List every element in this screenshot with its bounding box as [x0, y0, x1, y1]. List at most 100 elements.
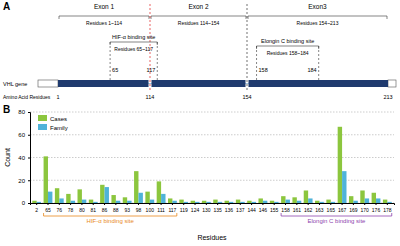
bar: [387, 202, 391, 203]
tick: 119: [180, 203, 188, 213]
site-boundary: [256, 46, 257, 80]
tick-mark: [138, 203, 139, 205]
tick-mark: [36, 203, 37, 205]
tick: 93: [124, 203, 130, 213]
bar: [297, 201, 301, 203]
tick-label: 137: [236, 207, 245, 213]
tick-label: 20: [18, 178, 25, 184]
tick: 2: [35, 203, 38, 213]
tick-label: 161: [293, 207, 302, 213]
residue-number: 114: [146, 94, 155, 100]
bar: [281, 196, 285, 203]
tick-label: 78: [68, 207, 74, 213]
tick-label: 86: [102, 207, 108, 213]
utr-box: [388, 80, 396, 87]
bar: [127, 201, 131, 203]
axis-label: Amino Acid Residues: [3, 94, 51, 100]
tick: 178: [383, 203, 392, 213]
bar: [353, 201, 357, 203]
bar: [93, 202, 97, 203]
tick-label: 100: [146, 207, 155, 213]
residue-number: 213: [383, 94, 392, 100]
tick: 155: [270, 203, 279, 213]
bar: [376, 198, 380, 203]
bar: [372, 193, 376, 203]
exon-label: Exon 2: [188, 3, 209, 10]
bar: [150, 200, 154, 203]
bar: [44, 156, 48, 203]
panel-label: B: [3, 104, 10, 115]
bar: [218, 202, 222, 203]
tick-label: 144: [247, 207, 256, 213]
tick: 117: [168, 203, 176, 213]
tick-label: 40: [18, 155, 25, 161]
bar: [229, 202, 233, 203]
bar: [319, 202, 323, 203]
axis-line: [28, 113, 31, 204]
tick-label: 155: [270, 207, 279, 213]
tick-mark: [364, 203, 365, 205]
tick-label: 158: [281, 207, 290, 213]
tick-label: 169: [349, 207, 358, 213]
tick-mark: [296, 203, 297, 205]
tick-label: 130: [202, 207, 211, 213]
tick-label: 136: [225, 207, 234, 213]
tick-label: 80: [79, 207, 85, 213]
tick: 169: [349, 203, 358, 213]
tick: 100: [146, 203, 155, 213]
annotation-bracket: [44, 213, 177, 216]
exon-label: Exon 1: [94, 3, 115, 10]
figure: AVHL geneExon 1Residues 1~114Exon 2Resid…: [0, 0, 400, 246]
tick-mark: [206, 203, 207, 205]
tick: 170: [361, 203, 370, 213]
tick-label: 81: [90, 207, 96, 213]
tick-mark: [376, 203, 377, 205]
tick-mark: [195, 203, 196, 205]
tick-mark: [28, 203, 30, 204]
site-number: 158: [259, 67, 268, 73]
x-axis: 2657678808186889398100111117119124130135…: [31, 203, 395, 213]
tick-mark: [172, 203, 173, 205]
tick-label: 176: [372, 207, 381, 213]
tick-mark: [228, 203, 229, 205]
bar: [252, 202, 256, 203]
tick: 111: [157, 203, 165, 213]
residue-number: 154: [242, 94, 251, 100]
tick-mark: [217, 203, 218, 205]
bar: [292, 197, 296, 203]
tick: 98: [136, 203, 142, 213]
site-boundary: [110, 42, 111, 80]
bar: [100, 185, 104, 203]
tick-mark: [104, 203, 105, 205]
tick-label: 124: [191, 207, 200, 213]
bar: [161, 194, 165, 203]
tick: 146: [259, 203, 268, 213]
bar: [240, 202, 244, 203]
tick-mark: [28, 180, 30, 181]
annotation-bracket: [281, 213, 392, 216]
axis-line: [31, 204, 395, 206]
tick: 86: [102, 203, 108, 213]
bar: [195, 202, 199, 203]
tick-mark: [127, 203, 128, 205]
gene-label: VHL gene: [3, 81, 27, 87]
exon-box: [152, 80, 246, 87]
tick: 81: [90, 203, 96, 213]
exon-bracket: [59, 16, 149, 19]
tick: 162: [304, 203, 313, 213]
tick: 80: [18, 109, 30, 115]
tick-label: 163: [315, 207, 324, 213]
tick: 76: [57, 203, 63, 213]
bar: [138, 193, 142, 203]
tick-mark: [59, 203, 60, 205]
bar: [360, 190, 364, 203]
tick-label: 80: [18, 109, 25, 115]
site-label: HIF-α binding site: [112, 34, 155, 40]
tick: 165: [327, 203, 336, 213]
panel-label: A: [3, 1, 10, 12]
bar: [213, 200, 217, 203]
bar: [71, 201, 75, 203]
tick: 78: [68, 203, 74, 213]
tick-mark: [387, 203, 388, 205]
tick: 80: [79, 203, 85, 213]
